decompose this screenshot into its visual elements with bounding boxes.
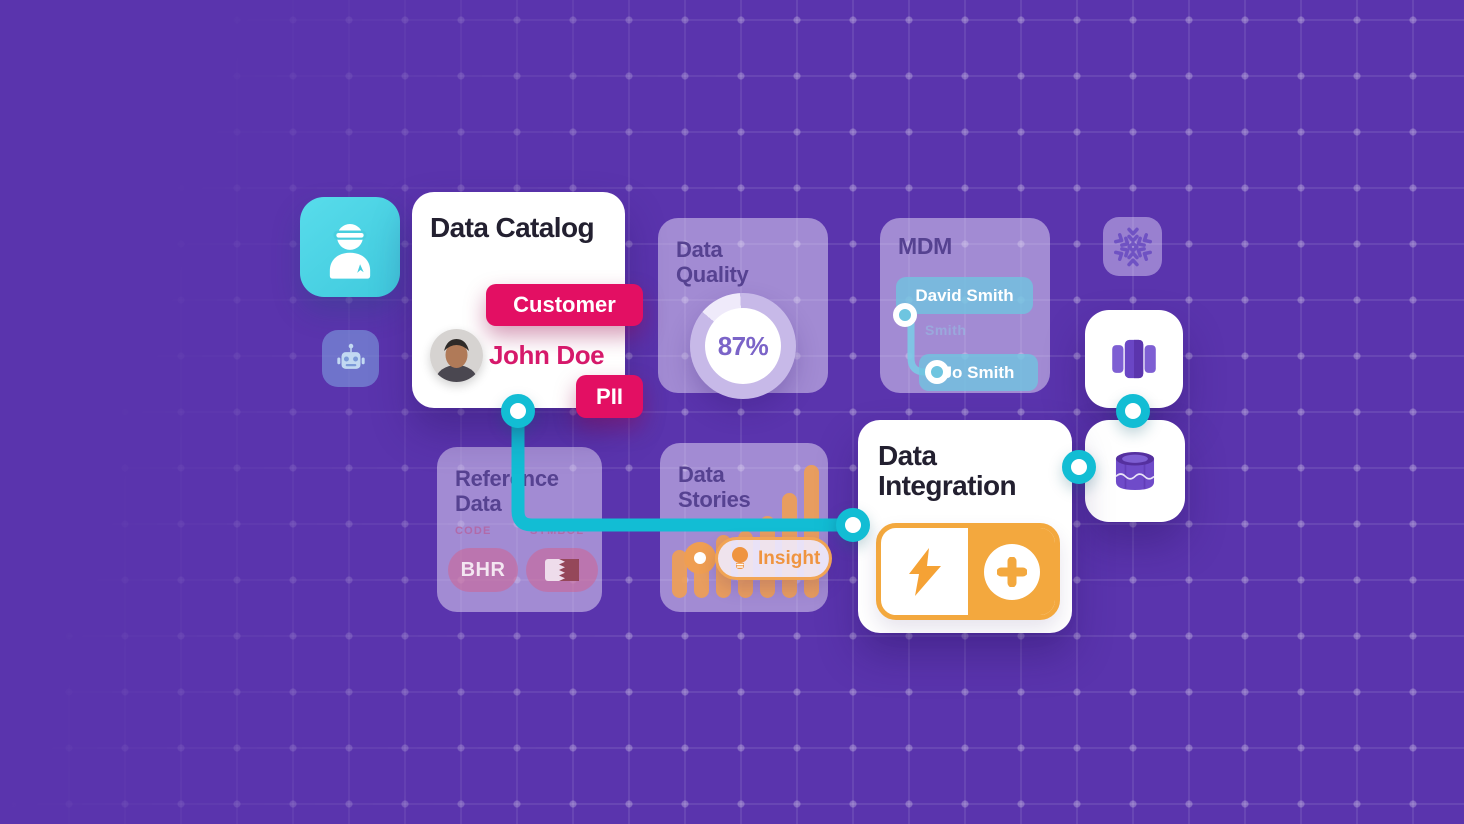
add-pipeline-button[interactable] <box>968 528 1055 615</box>
robot-icon <box>336 343 365 369</box>
data-warehouse-tile <box>1085 310 1183 408</box>
story-data-point <box>684 542 716 574</box>
mdm-record-primary-label: David Smith <box>915 285 1014 305</box>
data-catalog-title: Data Catalog <box>430 212 595 243</box>
snowflake-icon <box>1113 227 1152 266</box>
lineage-node-catalog[interactable] <box>501 394 535 428</box>
robot-tile <box>322 330 379 387</box>
pii-badge-label: PII <box>596 383 623 409</box>
lineage-node-bucket[interactable] <box>1062 450 1096 484</box>
data-steward-tile <box>300 197 400 297</box>
quality-donut-ring: 87% <box>690 293 796 399</box>
customer-badge-label: Customer <box>513 292 616 317</box>
mdm-record-faint: Smith <box>925 322 967 338</box>
lightning-icon <box>908 547 941 596</box>
reference-code-pill: BHR <box>448 548 518 592</box>
reference-code-column-label: CODE <box>455 525 492 537</box>
lineage-node-integration[interactable] <box>836 508 870 542</box>
run-pipeline-button[interactable] <box>881 528 968 615</box>
mdm-match-node-top <box>893 303 917 327</box>
lightbulb-icon <box>732 546 748 569</box>
data-quality-title: Data Quality <box>676 237 749 287</box>
reference-symbol-pill <box>526 548 598 592</box>
pii-badge[interactable]: PII <box>576 375 643 418</box>
insight-label: Insight <box>758 547 821 569</box>
data-bucket-icon <box>1115 451 1155 491</box>
insight-pill[interactable]: Insight <box>715 537 832 580</box>
quality-score-label: 87% <box>717 330 769 361</box>
reference-symbol-column-label: SYMBOL <box>530 525 585 537</box>
bahrain-flag-icon <box>545 559 579 581</box>
data-integration-title: Data Integration <box>878 440 1017 502</box>
mdm-match-node-bottom <box>925 360 949 384</box>
plus-circle <box>983 543 1040 600</box>
avatar <box>430 329 483 382</box>
person-name: John Doe <box>489 340 605 370</box>
customer-badge[interactable]: Customer <box>486 284 643 326</box>
plus-icon <box>996 556 1027 587</box>
mdm-record-secondary-label: Jo Smith <box>942 362 1015 382</box>
snowflake-tile <box>1103 217 1162 276</box>
story-bar <box>672 550 687 598</box>
reference-code-value: BHR <box>460 558 506 581</box>
person-visor-icon <box>329 223 371 279</box>
quality-score-badge: 87% <box>705 308 781 384</box>
data-bucket-tile <box>1085 420 1185 522</box>
mdm-record-primary: David Smith <box>896 277 1033 314</box>
avatar-photo <box>430 329 483 382</box>
data-warehouse-icon <box>1112 339 1156 379</box>
lineage-node-warehouse[interactable] <box>1116 394 1150 428</box>
reference-data-title: Reference Data <box>455 466 559 516</box>
story-data-point-dot <box>694 552 706 564</box>
integration-control <box>876 523 1060 620</box>
mdm-title: MDM <box>898 233 953 259</box>
